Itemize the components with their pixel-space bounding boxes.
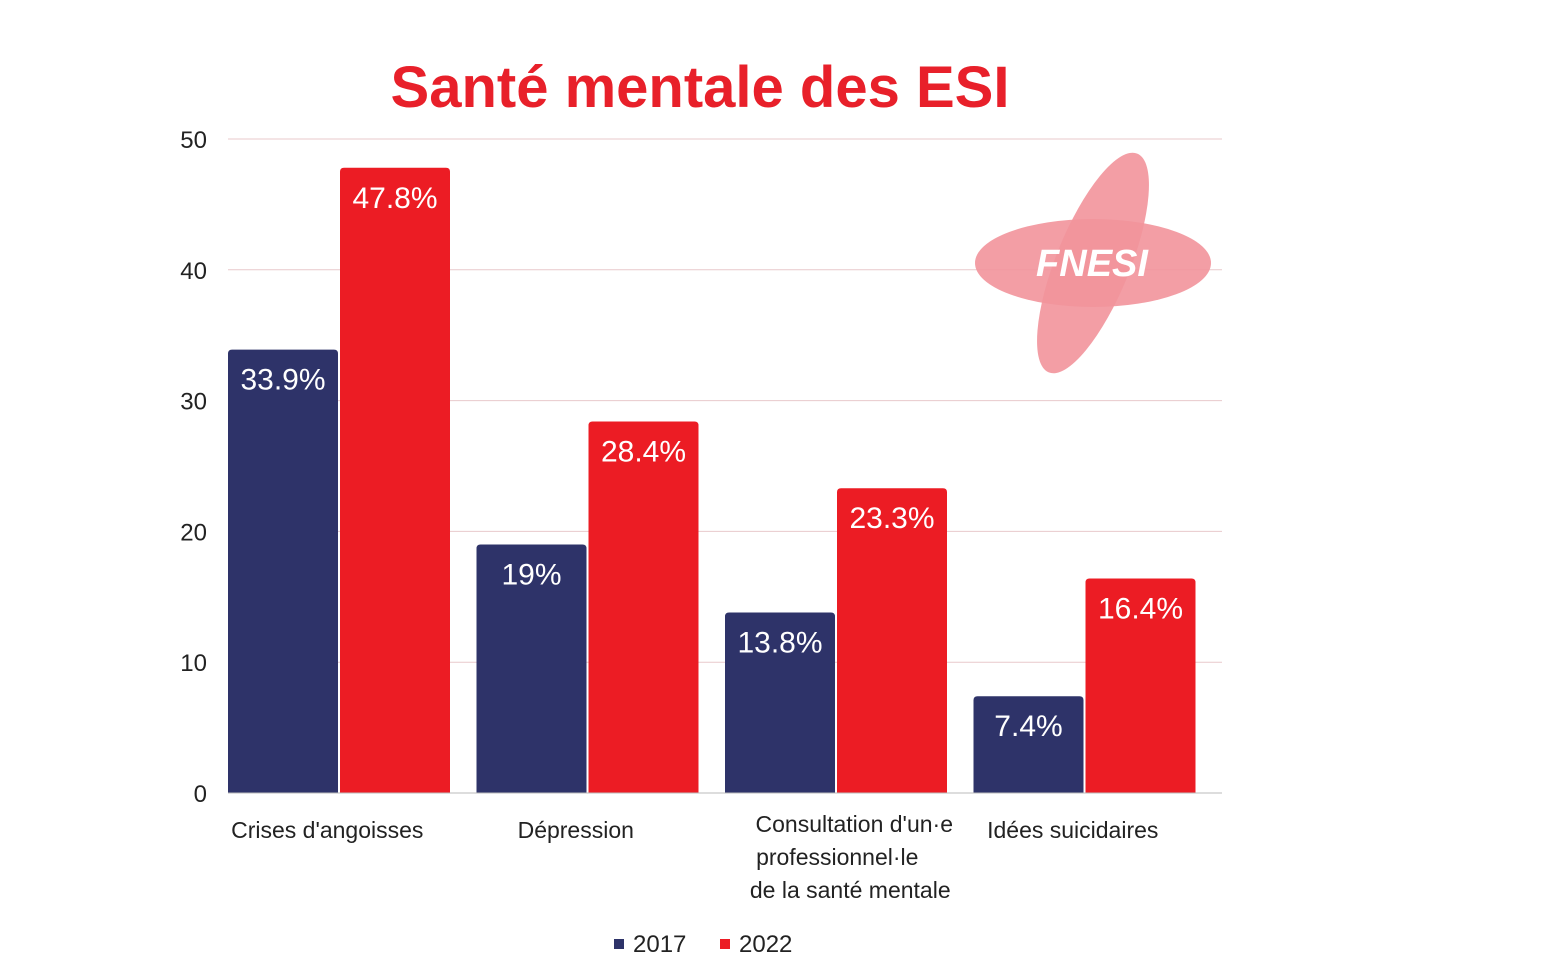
bar-2022-3 [1085, 578, 1196, 793]
fnesi-logo: FNESI [975, 152, 1211, 374]
logo-petal-vertical [1037, 152, 1149, 374]
y-tick-label: 50 [180, 127, 207, 154]
bar-2017-2 [725, 612, 835, 793]
data-label-2022-0: 47.8% [352, 182, 437, 215]
data-label-2022-1: 28.4% [601, 436, 686, 469]
category-label: professionnel·le [756, 844, 918, 870]
data-label-2017-1: 19% [501, 558, 561, 591]
category-label: Crises d'angoisses [231, 817, 423, 843]
y-axis-ticks: 0 10 20 30 40 50 [180, 127, 207, 808]
data-label-2017-3: 7.4% [994, 710, 1062, 743]
data-label-2022-2: 23.3% [849, 502, 934, 535]
bars [228, 167, 1196, 793]
legend-label-2022: 2022 [739, 931, 792, 958]
legend-swatch-2017 [614, 939, 624, 949]
category-label: Dépression [518, 817, 634, 843]
bar-2022-1 [588, 421, 699, 793]
y-tick-label: 0 [194, 781, 207, 808]
y-tick-label: 20 [180, 519, 207, 546]
category-label: de la santé mentale [750, 877, 951, 903]
data-label-2017-0: 33.9% [240, 364, 325, 397]
data-label-2017-2: 13.8% [737, 626, 822, 659]
logo-text: FNESI [1036, 243, 1149, 285]
y-tick-label: 40 [180, 258, 207, 285]
category-label: Idées suicidaires [987, 817, 1158, 843]
category-label: Consultation d'un·e [756, 811, 953, 837]
legend-label-2017: 2017 [633, 931, 686, 958]
bar-2017-0 [228, 349, 338, 793]
bar-2017-3 [973, 696, 1084, 793]
y-tick-label: 30 [180, 389, 207, 416]
chart-title: Santé mentale des ESI [391, 55, 1010, 120]
bar-2022-0 [340, 167, 450, 793]
legend: 2017 2022 [614, 931, 792, 958]
data-label-2022-3: 16.4% [1098, 592, 1183, 625]
bar-2017-1 [476, 544, 587, 793]
category-labels: Crises d'angoisses Dépression Consultation… [231, 811, 1158, 903]
bar-2022-2 [837, 488, 947, 793]
data-labels: 33.9% 47.8% 19% 28.4% 13.8% 23.3% 7.4% 16.4% [240, 182, 1183, 743]
legend-swatch-2022 [720, 939, 730, 949]
y-tick-label: 10 [180, 650, 207, 677]
